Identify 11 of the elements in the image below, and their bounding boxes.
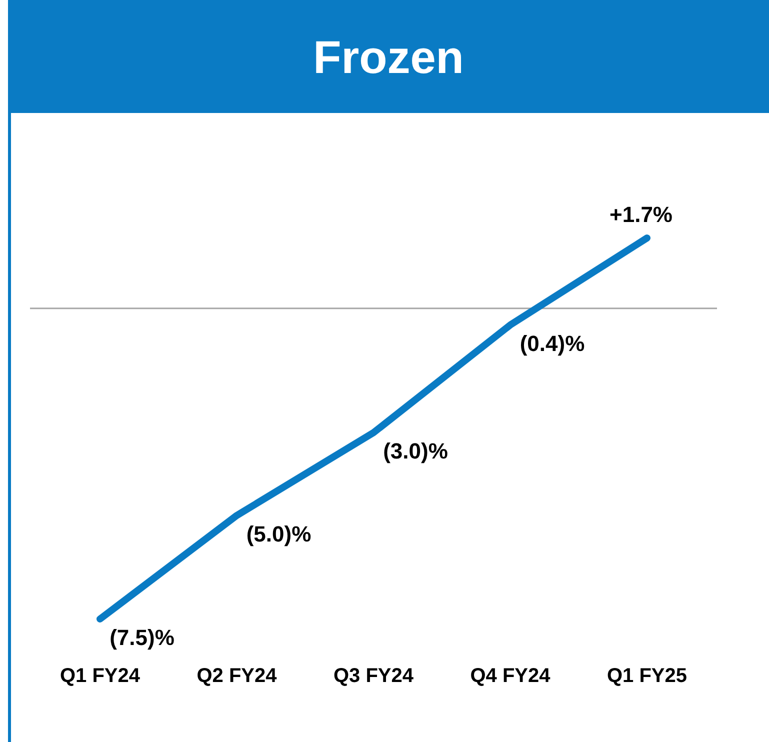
data-label: (7.5)%	[110, 625, 174, 650]
x-tick-label: Q1 FY25	[606, 665, 688, 688]
data-label: (5.0)%	[246, 521, 312, 546]
data-label: +1.7%	[610, 202, 672, 227]
x-tick-label: Q4 FY24	[470, 665, 552, 688]
chart-title: Frozen	[313, 30, 464, 84]
x-tick-label: Q3 FY24	[333, 665, 414, 688]
data-label: (0.4)%	[520, 330, 585, 356]
data-label: (3.0)%	[383, 438, 448, 464]
x-tick-label: Q1 FY24	[60, 665, 141, 688]
x-tick-label: Q2 FY24	[196, 665, 278, 688]
